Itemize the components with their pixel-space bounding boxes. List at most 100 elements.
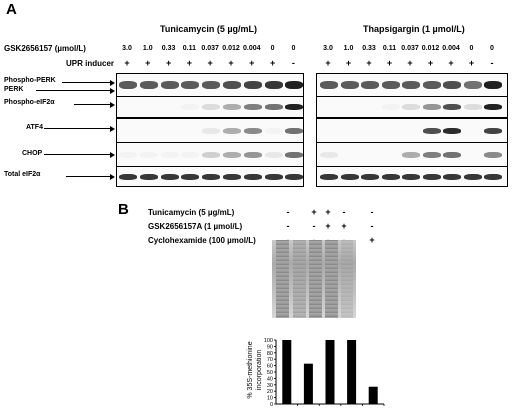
tunicamycin-upr-sign: +	[228, 58, 234, 68]
blot-band	[340, 173, 359, 180]
condition-sign: -	[286, 207, 290, 217]
blot-band	[320, 81, 338, 89]
blot-band	[463, 104, 482, 110]
tunicamycin-conc-label: 3.0	[122, 45, 132, 52]
blot-band	[202, 127, 221, 134]
y-tick-label: 90	[267, 344, 273, 350]
condition-sign: -	[286, 221, 290, 231]
condition-sign: +	[325, 221, 331, 231]
blot-band	[443, 173, 461, 180]
blot-band	[202, 81, 221, 89]
row-label-phospho-eif2a: Phospho-eIF2α	[4, 99, 55, 106]
row-label-atf4: ATF4	[26, 124, 43, 131]
tunicamycin-blot-row	[116, 73, 304, 97]
tunicamycin-conc-label: 0.11	[182, 45, 197, 52]
tunicamycin-upr-sign: +	[186, 58, 193, 68]
gel-lane-5	[341, 240, 353, 318]
blot-band	[223, 173, 241, 180]
blot-band	[320, 173, 338, 180]
condition-sign: -	[342, 207, 346, 217]
row-label-phospho-perk: Phospho-PERK	[4, 77, 56, 84]
y-tick-label: 70	[267, 357, 273, 363]
blot-band	[422, 151, 441, 158]
blot-band	[160, 173, 179, 180]
thapsigargin-blot-row	[316, 166, 508, 187]
ylabel-line1: % 35S-methionine	[247, 341, 254, 399]
bar-1	[282, 340, 292, 404]
label-arrow-line	[74, 104, 110, 105]
thapsigargin-upr-sign: +	[325, 58, 331, 68]
thapsigargin-upr-sign: +	[366, 58, 372, 68]
blot-band	[285, 127, 303, 134]
tunicamycin-upr-sign: +	[249, 58, 255, 68]
blot-band	[484, 151, 502, 158]
label-arrow-head	[110, 79, 115, 86]
bar-4	[347, 340, 357, 404]
y-tick-label: 20	[267, 389, 273, 395]
thapsigargin-blot-row	[316, 118, 508, 143]
tunicamycin-blot-row	[116, 118, 304, 143]
condition-tunicamycin-label: Tunicamycin (5 µg/mL)	[148, 208, 235, 217]
gel-lane-2	[293, 240, 306, 318]
thapsigargin-conc-label: 0	[490, 45, 494, 52]
label-arrow-head	[110, 87, 115, 94]
tunicamycin-conc-label: 0.33	[161, 45, 176, 52]
label-arrow-head	[110, 151, 115, 158]
bar-2	[303, 363, 313, 404]
blot-band	[381, 81, 400, 89]
blot-band	[202, 173, 221, 180]
panel-a-letter: A	[6, 1, 17, 18]
tunicamycin-conc-label: 0.037	[201, 45, 219, 52]
condition-sign: -	[312, 221, 316, 231]
blot-band	[361, 173, 379, 180]
tunicamycin-upr-sign: +	[124, 58, 130, 68]
tunicamycin-upr-sign: +	[269, 58, 276, 68]
label-arrow-line	[62, 82, 110, 83]
thapsigargin-upr-sign: +	[468, 58, 475, 68]
label-arrow-head	[110, 125, 115, 132]
y-tick-label: 10	[267, 396, 273, 402]
y-tick-label: 40	[267, 376, 273, 382]
blot-band	[243, 151, 262, 158]
blot-band	[160, 81, 179, 89]
tunicamycin-conc-label: 0	[291, 45, 296, 52]
blot-band	[422, 127, 441, 134]
row-label-perk: PERK	[4, 86, 24, 93]
blot-band	[139, 151, 158, 158]
blot-band	[484, 127, 502, 134]
blot-band	[381, 104, 400, 110]
blot-band	[340, 81, 359, 89]
blot-band	[264, 151, 283, 158]
blot-band	[243, 173, 262, 180]
upr-inducer-label: UPR inducer	[66, 59, 115, 68]
blot-band	[264, 104, 283, 110]
blot-band	[463, 81, 482, 89]
y-tick-label: 30	[267, 383, 273, 389]
gel-lane-1	[276, 240, 289, 318]
blot-band	[402, 151, 420, 158]
condition-sign: +	[369, 235, 375, 245]
condition-cyclohexamide-label: Cyclohexamide (100 µmol/L)	[148, 236, 256, 245]
tunicamycin-conc-label: 0.012	[222, 45, 240, 52]
tunicamycin-blot-row	[116, 96, 304, 118]
tunicamycin-conc-label: 0	[270, 45, 275, 52]
blot-band	[243, 81, 262, 89]
blot-band	[119, 151, 137, 158]
blot-band	[402, 104, 420, 110]
thapsigargin-conc-label: 0.004	[442, 45, 460, 52]
tunicamycin-blot-row	[116, 142, 304, 167]
blot-band	[463, 173, 482, 180]
blot-band	[119, 173, 137, 180]
blot-band	[484, 104, 502, 110]
blot-band	[443, 104, 461, 110]
thapsigargin-header: Thapsigargin (1 µmol/L)	[363, 24, 465, 34]
blot-band	[223, 81, 241, 89]
y-tick-label: 60	[267, 364, 273, 370]
y-tick-label: 50	[267, 370, 273, 376]
gsk-concentration-label: GSK2656157 (µmol/L)	[4, 44, 86, 53]
tunicamycin-upr-sign: +	[207, 58, 213, 68]
condition-sign: +	[311, 207, 317, 217]
label-arrow-line	[36, 90, 110, 91]
condition-sign: +	[341, 221, 347, 231]
